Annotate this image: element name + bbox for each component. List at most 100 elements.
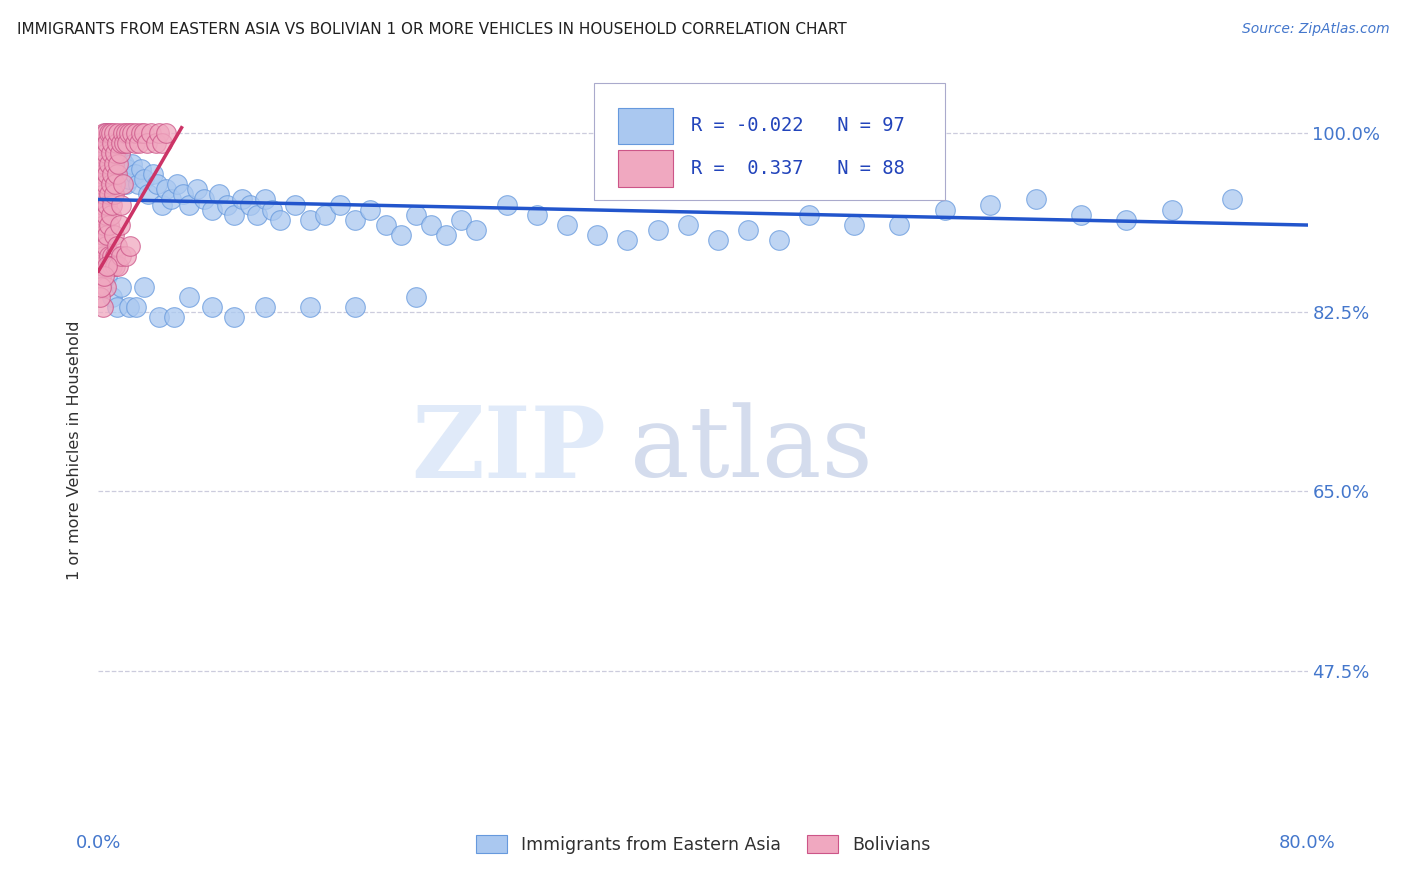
- Point: [91, 167, 114, 181]
- Point: [105, 136, 128, 150]
- Point: [148, 126, 170, 140]
- Point: [89, 290, 111, 304]
- Point: [91, 259, 114, 273]
- Point: [253, 300, 276, 314]
- Text: atlas: atlas: [630, 402, 873, 499]
- Point: [100, 177, 122, 191]
- Point: [105, 238, 128, 252]
- Point: [1115, 213, 1137, 227]
- Point: [329, 197, 352, 211]
- Point: [166, 177, 188, 191]
- Point: [405, 208, 427, 222]
- Point: [797, 208, 820, 222]
- Point: [224, 208, 246, 222]
- Point: [98, 187, 121, 202]
- Point: [101, 290, 124, 304]
- FancyBboxPatch shape: [595, 83, 945, 201]
- Point: [148, 310, 170, 325]
- Point: [93, 269, 115, 284]
- Point: [450, 213, 472, 227]
- Point: [262, 202, 284, 217]
- Point: [111, 161, 134, 176]
- Point: [121, 126, 143, 140]
- Point: [344, 213, 367, 227]
- Point: [125, 300, 148, 314]
- Point: [374, 218, 396, 232]
- Point: [155, 126, 177, 140]
- Point: [163, 310, 186, 325]
- Point: [107, 156, 129, 170]
- Point: [94, 238, 117, 252]
- Point: [91, 228, 114, 243]
- Point: [889, 218, 911, 232]
- Point: [91, 197, 114, 211]
- Point: [179, 290, 201, 304]
- Point: [132, 172, 155, 186]
- Point: [389, 228, 412, 243]
- Text: Source: ZipAtlas.com: Source: ZipAtlas.com: [1241, 22, 1389, 37]
- Point: [110, 279, 132, 293]
- Point: [239, 197, 262, 211]
- Point: [269, 213, 291, 227]
- Point: [114, 126, 136, 140]
- Point: [105, 167, 128, 181]
- Point: [118, 126, 141, 140]
- Point: [112, 156, 135, 170]
- Point: [844, 218, 866, 232]
- Point: [100, 208, 122, 222]
- Point: [105, 300, 128, 314]
- Point: [98, 259, 121, 273]
- Point: [1160, 202, 1182, 217]
- Point: [111, 126, 134, 140]
- Point: [284, 197, 307, 211]
- Point: [101, 156, 124, 170]
- Point: [90, 269, 112, 284]
- Point: [90, 208, 112, 222]
- Point: [111, 177, 134, 191]
- Point: [91, 259, 114, 273]
- Point: [89, 249, 111, 263]
- Point: [146, 177, 169, 191]
- Point: [104, 249, 127, 263]
- Point: [160, 193, 183, 207]
- Point: [91, 300, 114, 314]
- Point: [90, 177, 112, 191]
- Point: [110, 197, 132, 211]
- Point: [616, 234, 638, 248]
- Point: [94, 152, 117, 166]
- Point: [90, 238, 112, 252]
- Point: [114, 177, 136, 191]
- Point: [115, 136, 138, 150]
- Point: [224, 310, 246, 325]
- Point: [94, 177, 117, 191]
- Point: [98, 218, 121, 232]
- Point: [103, 228, 125, 243]
- Point: [105, 152, 128, 166]
- Point: [465, 223, 488, 237]
- Point: [94, 126, 117, 140]
- Text: IMMIGRANTS FROM EASTERN ASIA VS BOLIVIAN 1 OR MORE VEHICLES IN HOUSEHOLD CORRELA: IMMIGRANTS FROM EASTERN ASIA VS BOLIVIAN…: [17, 22, 846, 37]
- Point: [128, 136, 150, 150]
- Point: [215, 197, 238, 211]
- Point: [101, 167, 124, 181]
- Point: [193, 193, 215, 207]
- Point: [934, 202, 956, 217]
- Point: [93, 126, 115, 140]
- Point: [96, 228, 118, 243]
- Point: [118, 172, 141, 186]
- Point: [107, 156, 129, 170]
- Point: [108, 167, 131, 181]
- Point: [405, 290, 427, 304]
- Point: [142, 167, 165, 181]
- Point: [90, 279, 112, 293]
- Point: [112, 136, 135, 150]
- Point: [360, 202, 382, 217]
- Point: [103, 167, 125, 181]
- Point: [136, 187, 159, 202]
- Text: R = -0.022   N = 97: R = -0.022 N = 97: [690, 117, 904, 136]
- Point: [121, 156, 143, 170]
- Point: [768, 234, 790, 248]
- Point: [104, 141, 127, 155]
- Point: [98, 146, 121, 161]
- Point: [179, 197, 201, 211]
